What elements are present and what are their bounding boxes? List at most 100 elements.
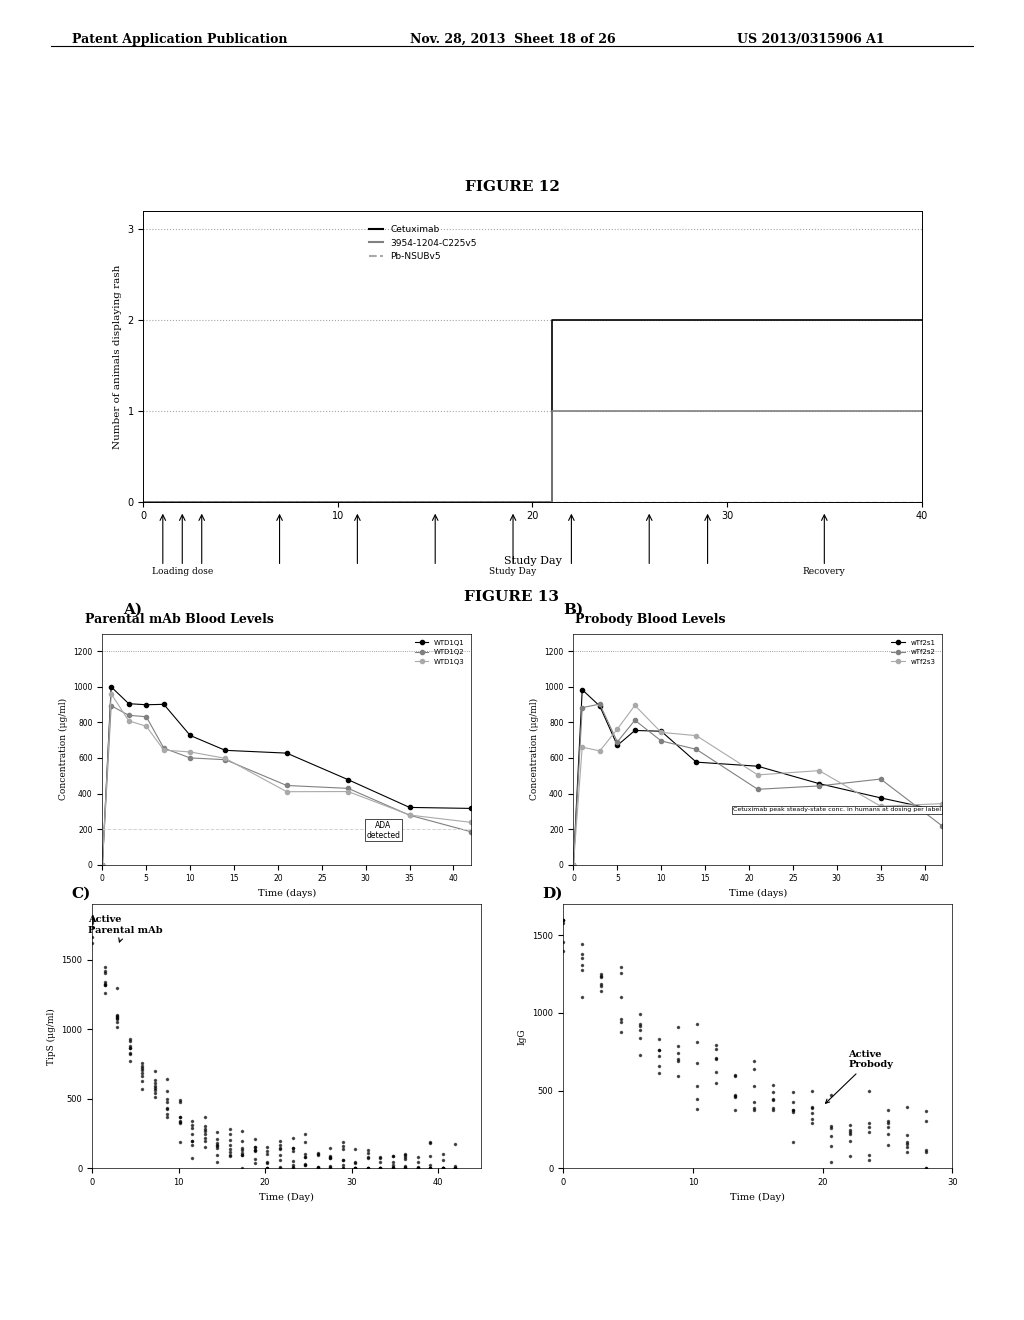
Text: Cetuximab peak steady-state conc. in humans at dosing per label: Cetuximab peak steady-state conc. in hum… <box>733 808 941 812</box>
Text: A): A) <box>123 603 142 616</box>
wTf2s2 <box>655 733 668 748</box>
WTD1Q3 <box>158 742 170 758</box>
Text: Nov. 28, 2013  Sheet 18 of 26: Nov. 28, 2013 Sheet 18 of 26 <box>410 33 615 46</box>
Text: Active
Parental mAb: Active Parental mAb <box>88 915 163 942</box>
X-axis label: Time (Day): Time (Day) <box>730 1192 785 1201</box>
wTf2s1 <box>874 789 887 805</box>
wTf2s1 <box>577 681 589 697</box>
WTD1Q3 <box>281 784 293 800</box>
wTf2s2 <box>813 777 825 793</box>
wTf2s3 <box>655 725 668 741</box>
wTf2s2 <box>752 781 764 797</box>
wTf2s3 <box>874 799 887 814</box>
WTD1Q2 <box>140 709 153 725</box>
X-axis label: Time (days): Time (days) <box>258 888 315 898</box>
Text: Study Day: Study Day <box>489 568 537 577</box>
wTf2s1 <box>594 698 606 714</box>
Text: US 2013/0315906 A1: US 2013/0315906 A1 <box>737 33 885 46</box>
WTD1Q2 <box>219 752 231 768</box>
wTf2s2 <box>874 771 887 787</box>
WTD1Q2 <box>105 698 118 714</box>
WTD1Q1 <box>342 772 354 788</box>
WTD1Q1 <box>281 746 293 762</box>
Text: FIGURE 12: FIGURE 12 <box>465 181 559 194</box>
WTD1Q1 <box>105 678 118 694</box>
wTf2s1 <box>813 776 825 792</box>
Text: Parental mAb Blood Levels: Parental mAb Blood Levels <box>85 612 273 626</box>
Text: ADA
detected: ADA detected <box>367 821 400 840</box>
WTD1Q3 <box>219 751 231 767</box>
wTf2s1 <box>936 803 948 818</box>
WTD1Q2 <box>281 777 293 793</box>
Text: B): B) <box>563 603 584 616</box>
wTf2s3 <box>611 721 624 737</box>
Text: FIGURE 13: FIGURE 13 <box>465 590 559 603</box>
WTD1Q1 <box>140 697 153 713</box>
wTf2s3 <box>752 767 764 783</box>
WTD1Q2 <box>403 808 416 824</box>
WTD1Q3 <box>342 784 354 800</box>
X-axis label: Time (Day): Time (Day) <box>259 1192 314 1201</box>
Text: Recovery: Recovery <box>803 568 846 577</box>
wTf2s3 <box>577 739 589 755</box>
WTD1Q3 <box>96 857 109 873</box>
wTf2s3 <box>567 857 580 873</box>
Line: WTD1Q2: WTD1Q2 <box>100 704 473 867</box>
WTD1Q2 <box>158 741 170 756</box>
WTD1Q2 <box>96 857 109 873</box>
wTf2s1 <box>690 754 702 770</box>
wTf2s3 <box>936 796 948 812</box>
Text: Probody Blood Levels: Probody Blood Levels <box>575 612 725 626</box>
wTf2s3 <box>813 763 825 779</box>
Legend: WTD1Q1, WTD1Q2, WTD1Q3: WTD1Q1, WTD1Q2, WTD1Q3 <box>412 638 468 668</box>
wTf2s2 <box>611 734 624 750</box>
Line: wTf2s2: wTf2s2 <box>571 702 944 867</box>
WTD1Q1 <box>219 742 231 758</box>
Line: wTf2s3: wTf2s3 <box>571 704 944 867</box>
wTf2s3 <box>690 727 702 743</box>
Legend: Cetuximab, 3954-1204-C225v5, Pb-NSUBv5: Cetuximab, 3954-1204-C225v5, Pb-NSUBv5 <box>366 222 480 265</box>
WTD1Q1 <box>123 696 135 711</box>
WTD1Q2 <box>184 750 197 766</box>
X-axis label: Study Day: Study Day <box>504 556 561 566</box>
WTD1Q1 <box>403 800 416 816</box>
wTf2s2 <box>594 696 606 711</box>
WTD1Q3 <box>184 744 197 760</box>
Y-axis label: Concentration (μg/ml): Concentration (μg/ml) <box>529 698 539 800</box>
Legend: wTf2s1, wTf2s2, wTf2s3: wTf2s1, wTf2s2, wTf2s3 <box>889 638 939 668</box>
wTf2s3 <box>629 697 641 713</box>
Y-axis label: IgG: IgG <box>518 1028 527 1044</box>
Y-axis label: Number of animals displaying rash: Number of animals displaying rash <box>113 264 122 449</box>
wTf2s2 <box>690 742 702 758</box>
wTf2s1 <box>629 722 641 738</box>
wTf2s1 <box>655 723 668 739</box>
Text: Active
Probody: Active Probody <box>825 1049 893 1104</box>
Line: WTD1Q1: WTD1Q1 <box>100 685 473 867</box>
Text: Loading dose: Loading dose <box>152 568 213 577</box>
wTf2s2 <box>577 700 589 715</box>
Y-axis label: Concentration (μg/ml): Concentration (μg/ml) <box>58 698 68 800</box>
WTD1Q3 <box>140 718 153 734</box>
Text: C): C) <box>72 887 91 900</box>
WTD1Q1 <box>158 697 170 713</box>
WTD1Q2 <box>465 824 477 840</box>
wTf2s1 <box>567 857 580 873</box>
wTf2s2 <box>629 713 641 729</box>
Line: WTD1Q3: WTD1Q3 <box>100 692 473 867</box>
Text: Patent Application Publication: Patent Application Publication <box>72 33 287 46</box>
wTf2s1 <box>752 758 764 774</box>
WTD1Q1 <box>96 857 109 873</box>
WTD1Q3 <box>123 713 135 729</box>
WTD1Q3 <box>105 686 118 702</box>
WTD1Q2 <box>123 708 135 723</box>
WTD1Q1 <box>465 800 477 816</box>
Y-axis label: TipS (μg/ml): TipS (μg/ml) <box>47 1008 56 1064</box>
wTf2s3 <box>594 743 606 759</box>
WTD1Q3 <box>465 814 477 830</box>
Line: wTf2s1: wTf2s1 <box>571 688 944 867</box>
Text: D): D) <box>543 887 563 900</box>
wTf2s2 <box>567 857 580 873</box>
X-axis label: Time (days): Time (days) <box>729 888 786 898</box>
WTD1Q1 <box>184 727 197 743</box>
wTf2s2 <box>936 818 948 834</box>
